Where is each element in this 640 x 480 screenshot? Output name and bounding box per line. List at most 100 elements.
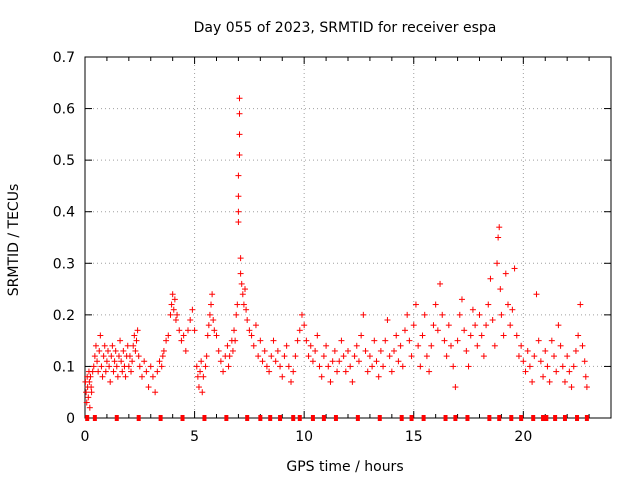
data-point xyxy=(559,363,566,370)
data-point xyxy=(568,384,575,391)
data-point xyxy=(561,378,568,385)
ticks: 0 0.1 0.2 0.3 0.4 0.5 0.6 0.7 0 5 10 15 20 xyxy=(53,50,611,445)
data-point xyxy=(191,327,198,334)
data-point xyxy=(579,342,586,349)
data-point xyxy=(206,311,213,318)
data-point xyxy=(91,353,98,360)
data-point xyxy=(548,337,555,344)
data-point xyxy=(208,301,215,308)
data-point xyxy=(236,131,243,138)
data-point xyxy=(445,322,452,329)
data-point xyxy=(130,342,137,349)
data-point xyxy=(238,280,245,287)
data-point xyxy=(397,342,404,349)
baseline-marker xyxy=(453,415,458,421)
data-point xyxy=(495,234,502,241)
data-point xyxy=(428,342,435,349)
data-point xyxy=(107,378,114,385)
data-point xyxy=(138,373,145,380)
data-point xyxy=(485,301,492,308)
data-point xyxy=(448,342,455,349)
data-point xyxy=(236,151,243,158)
data-point xyxy=(165,332,172,339)
data-point xyxy=(334,368,341,375)
data-point xyxy=(257,337,264,344)
data-point xyxy=(240,301,247,308)
data-point xyxy=(225,363,232,370)
data-point xyxy=(259,358,266,365)
data-point xyxy=(263,363,270,370)
data-point xyxy=(101,342,108,349)
data-point xyxy=(307,342,314,349)
data-points xyxy=(82,95,590,411)
baseline-marker xyxy=(465,415,470,421)
data-point xyxy=(393,332,400,339)
data-point xyxy=(331,347,338,354)
data-point xyxy=(347,363,354,370)
baseline-marker xyxy=(297,415,302,421)
data-point xyxy=(244,317,251,324)
data-point xyxy=(193,363,200,370)
data-point xyxy=(404,311,411,318)
data-point xyxy=(94,358,101,365)
data-point xyxy=(160,347,167,354)
data-point xyxy=(235,193,242,200)
data-point xyxy=(122,373,129,380)
data-point xyxy=(143,368,150,375)
baseline-marker xyxy=(399,415,404,421)
data-point xyxy=(187,317,194,324)
data-point xyxy=(136,363,143,370)
data-point xyxy=(292,353,299,360)
data-point xyxy=(535,337,542,344)
data-point xyxy=(345,347,351,354)
baseline-marker xyxy=(321,415,326,421)
data-point xyxy=(358,332,365,339)
data-point xyxy=(412,301,419,308)
data-point xyxy=(234,301,241,308)
data-point xyxy=(236,110,243,117)
data-point xyxy=(211,327,218,334)
data-point xyxy=(111,358,118,365)
data-point xyxy=(582,373,589,380)
data-point xyxy=(500,332,507,339)
y-tick-label: 0 xyxy=(66,411,75,427)
y-tick-label: 0.4 xyxy=(53,205,75,221)
data-point xyxy=(241,286,248,293)
data-point xyxy=(469,306,476,313)
data-point xyxy=(537,358,544,365)
baseline-marker xyxy=(245,415,250,421)
data-point xyxy=(108,353,115,360)
data-point xyxy=(362,347,369,354)
data-point xyxy=(417,363,424,370)
data-point xyxy=(301,322,308,329)
data-point xyxy=(364,368,371,375)
data-point xyxy=(170,306,177,313)
data-point xyxy=(456,311,463,318)
data-point xyxy=(329,358,336,365)
data-point xyxy=(86,404,93,411)
data-point xyxy=(220,368,227,375)
data-point xyxy=(239,291,246,298)
baseline-marker xyxy=(92,415,97,421)
data-point xyxy=(281,353,288,360)
data-point xyxy=(195,384,202,391)
data-point xyxy=(546,378,553,385)
data-point xyxy=(285,363,292,370)
data-point xyxy=(158,363,165,370)
data-point xyxy=(375,373,382,380)
data-point xyxy=(575,332,582,339)
data-point xyxy=(288,378,295,385)
data-point xyxy=(399,363,406,370)
data-point xyxy=(298,311,305,318)
baseline-marker xyxy=(291,415,296,421)
data-point xyxy=(205,322,212,329)
data-point xyxy=(314,332,321,339)
data-point xyxy=(377,347,384,354)
data-point xyxy=(502,270,509,277)
data-point xyxy=(430,322,437,329)
x-tick-label: 5 xyxy=(190,429,199,445)
data-point xyxy=(452,384,459,391)
data-point xyxy=(266,368,273,375)
y-tick-label: 0.1 xyxy=(53,359,75,375)
